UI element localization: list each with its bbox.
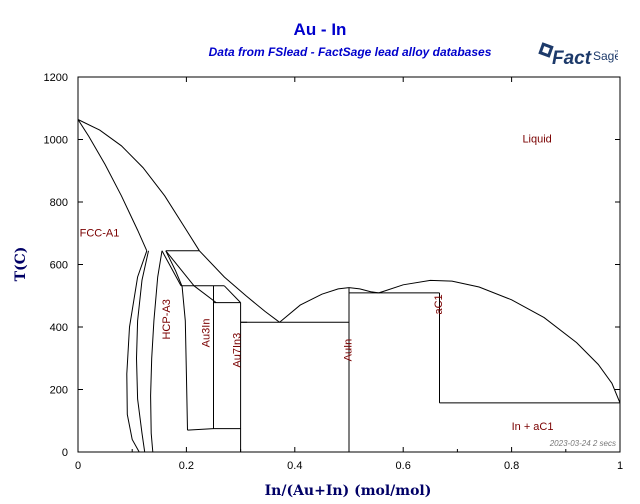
factsage-logo: Fact Sage ™ [538, 42, 618, 69]
phase-boundary-hcp-solvus-left [126, 250, 148, 453]
region-label-auin: AuIn [343, 339, 355, 362]
logo-text-tm: ™ [614, 49, 618, 56]
region-label-liquid: Liquid [522, 134, 551, 146]
phase-region-labels: Liquid FCC-A1 HCP-A3 Au3In Au7In3 AuIn aC1 In +… [80, 134, 554, 434]
region-label-in-ac1: In + aC1 [512, 421, 554, 433]
phase-boundary-auin-liquidus [279, 287, 350, 323]
y-tick-label: 800 [50, 197, 68, 209]
phase-boundary-hcp-right-boundary [165, 250, 188, 431]
logo-text-fact: Fact [552, 48, 592, 69]
phase-boundary-hcp-liquid-edge-2 [165, 250, 195, 287]
region-label-au7in3: Au7In3 [232, 333, 244, 368]
y-axis-label: T(C) [13, 247, 29, 282]
timestamp-stamp: 2023-03-24 2 secs [549, 439, 616, 448]
phase-boundary-ac1-liquidus [378, 279, 621, 404]
phase-boundary-au3in-top-liquid [223, 285, 241, 303]
phase-boundary-auin-right-liquidus [348, 287, 379, 294]
logo-cube-inner-icon [542, 46, 550, 54]
phase-boundary-fcc-solvus [135, 250, 149, 453]
x-axis-label: In/(Au+In) (mol/mol) [265, 483, 432, 499]
y-tick-label: 0 [62, 447, 68, 459]
region-label-au3in: Au3In [201, 319, 213, 348]
y-tick-label: 1000 [44, 135, 68, 147]
phase-boundary-hcp-left-boundary [150, 250, 163, 453]
phase-boundary-hcp-bottom-left [187, 428, 214, 431]
x-axis-ticks: 0 0.2 0.4 0.6 0.8 1 [75, 77, 623, 472]
y-tick-label: 200 [50, 385, 68, 397]
x-tick-label: 0.4 [287, 460, 302, 472]
x-tick-label: 1 [617, 460, 623, 472]
logo-text-sage: Sage [593, 49, 618, 63]
y-tick-label: 600 [50, 260, 68, 272]
y-tick-label: 1200 [44, 72, 68, 84]
phase-boundary-hcp-liquid-edge [161, 250, 182, 287]
phase-boundary-liquidus-fcc [77, 119, 200, 252]
region-label-fcc-a1: FCC-A1 [80, 227, 120, 239]
x-tick-label: 0.8 [504, 460, 519, 472]
region-label-ac1: aC1 [433, 294, 445, 314]
y-axis-ticks: 0 200 400 600 800 1000 1200 [44, 72, 620, 459]
x-tick-label: 0.6 [396, 460, 411, 472]
phase-boundary-solidus-fcc [77, 119, 148, 252]
x-tick-label: 0 [75, 460, 81, 472]
phase-boundary-liquidus-to-eutectic [199, 250, 280, 323]
phase-boundary-lines [77, 119, 621, 453]
region-label-hcp-a3: HCP-A3 [161, 299, 173, 339]
x-tick-label: 0.2 [179, 460, 194, 472]
y-tick-label: 400 [50, 322, 68, 334]
phase-boundary-au3in-upper [193, 285, 217, 303]
page-title: Au - In [293, 20, 347, 39]
page-subtitle: Data from FSlead - FactSage lead alloy d… [208, 45, 492, 59]
